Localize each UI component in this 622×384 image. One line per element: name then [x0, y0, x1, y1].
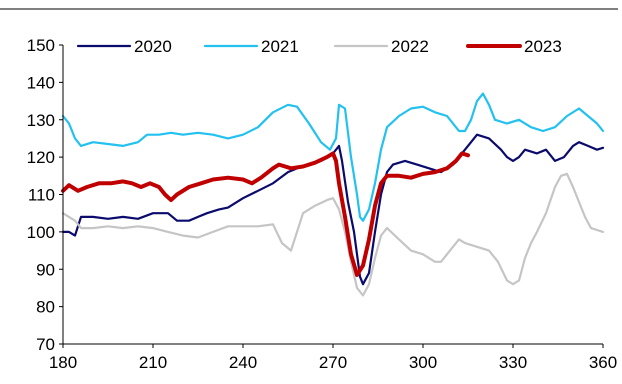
- y-tick-label: 100: [27, 223, 55, 242]
- legend-label-2021: 2021: [261, 37, 299, 56]
- y-tick-label: 90: [36, 260, 55, 279]
- y-tick-label: 150: [27, 36, 55, 55]
- x-tick-label: 180: [49, 353, 77, 372]
- y-tick-label: 70: [36, 335, 55, 354]
- x-tick-label: 240: [229, 353, 257, 372]
- legend-label-2020: 2020: [134, 37, 172, 56]
- y-tick-label: 120: [27, 148, 55, 167]
- series-line-2023: [61, 151, 470, 277]
- axes: 70 80 90 100 110 120 130 140 150 180 210 240 270 300 3…: [27, 36, 618, 372]
- y-tick-label: 140: [27, 73, 55, 92]
- series-line-2021: [61, 92, 605, 222]
- legend: 2020 2021 2022 2023: [76, 37, 562, 56]
- series-line-2022: [61, 172, 605, 297]
- y-tick-label: 110: [28, 186, 55, 205]
- series-line-2020: [61, 133, 605, 286]
- x-tick-label: 270: [319, 353, 347, 372]
- x-tick-label: 360: [589, 353, 617, 372]
- legend-label-2023: 2023: [524, 37, 562, 56]
- y-tick-label: 130: [27, 111, 55, 130]
- x-tick-label: 210: [139, 353, 167, 372]
- legend-label-2022: 2022: [391, 37, 429, 56]
- x-tick-label: 330: [499, 353, 527, 372]
- y-tick-label: 80: [36, 298, 55, 317]
- plot-area: [61, 92, 605, 297]
- x-tick-label: 300: [409, 353, 437, 372]
